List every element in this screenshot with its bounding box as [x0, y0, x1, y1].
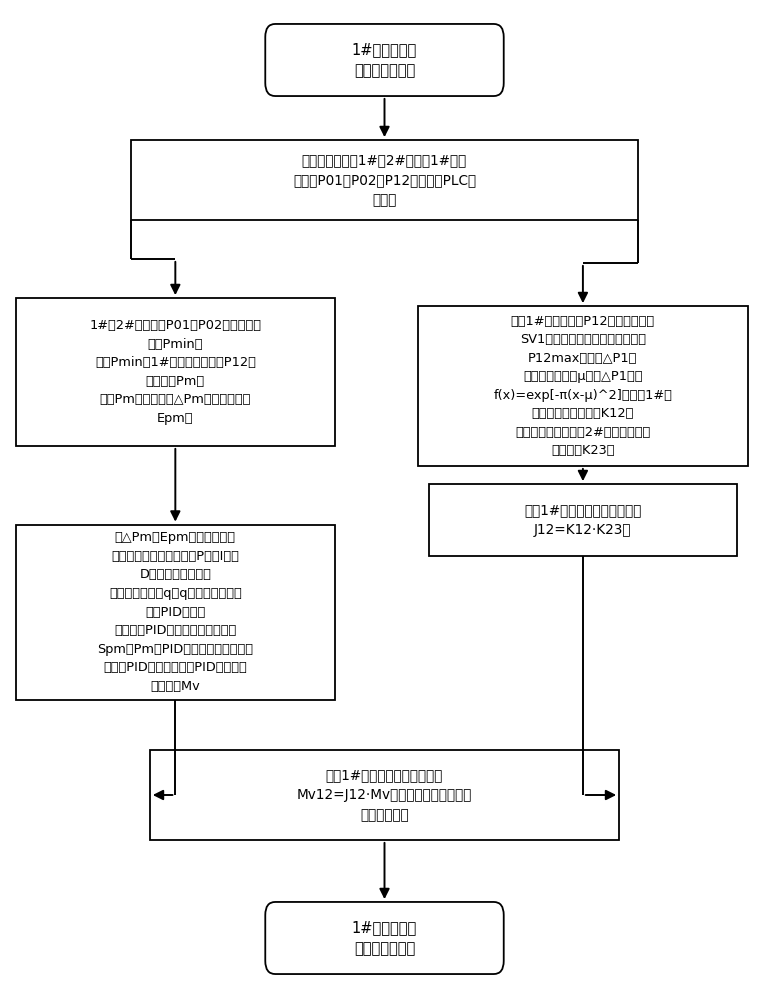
Text: 1#隔离段炉压
单时刻调节结束: 1#隔离段炉压 单时刻调节结束	[352, 920, 417, 956]
Text: 计算1#隔离段放散阀修正系数
J12=K12·K23；: 计算1#隔离段放散阀修正系数 J12=K12·K23；	[524, 503, 641, 537]
Bar	[418, 306, 748, 466]
FancyBboxPatch shape	[265, 902, 504, 974]
Text: 计算1#隔离段放散阀输出开度
Mv12=J12·Mv，并最终赋予该放散阀
用以调节炉压: 计算1#隔离段放散阀输出开度 Mv12=J12·Mv，并最终赋予该放散阀 用以调…	[297, 768, 472, 822]
Bar	[16, 298, 335, 446]
Text: 压力变送器测量1#、2#炉区及1#隔离
段压力P01、P02、P12，并送给PLC控
制系统: 压力变送器测量1#、2#炉区及1#隔离 段压力P01、P02、P12，并送给PL…	[293, 153, 476, 207]
Bar	[16, 524, 335, 700]
Bar	[429, 484, 737, 556]
Text: 计算1#隔离段压力P12与报警设定值
SV1的差值与隔离段压力最大量程
P12max的占比△P1；
人工设定期望值μ，将△P1代入
f(x)=exp[-π(x-: 计算1#隔离段压力P12与报警设定值 SV1的差值与隔离段压力最大量程 P12m…	[494, 315, 672, 457]
FancyBboxPatch shape	[265, 24, 504, 96]
Text: 将△Pm及Epm单点模糊化；
查询模糊控制表，并计算P值、I值、
D值相应的隶属度；
加权平均法求得q，q再乘以量化因子
得到PID数值；
人工设定PID控制器: 将△Pm及Epm单点模糊化； 查询模糊控制表，并计算P值、I值、 D值相应的隶属…	[98, 532, 253, 692]
Text: 1#、2#炉区压力P01、P02取最小值，
得到Pmin；
计算Pmin与1#隔离段炉气炉压P12差
值，得到Pm；
计算Pm的时间变化△Pm及时间变化率
Ep: 1#、2#炉区压力P01、P02取最小值， 得到Pmin； 计算Pmin与1#隔…	[89, 319, 261, 425]
Text: 1#隔离段炉压
单时刻调节开始: 1#隔离段炉压 单时刻调节开始	[352, 42, 417, 78]
Bar	[150, 750, 619, 840]
Bar	[131, 140, 638, 220]
